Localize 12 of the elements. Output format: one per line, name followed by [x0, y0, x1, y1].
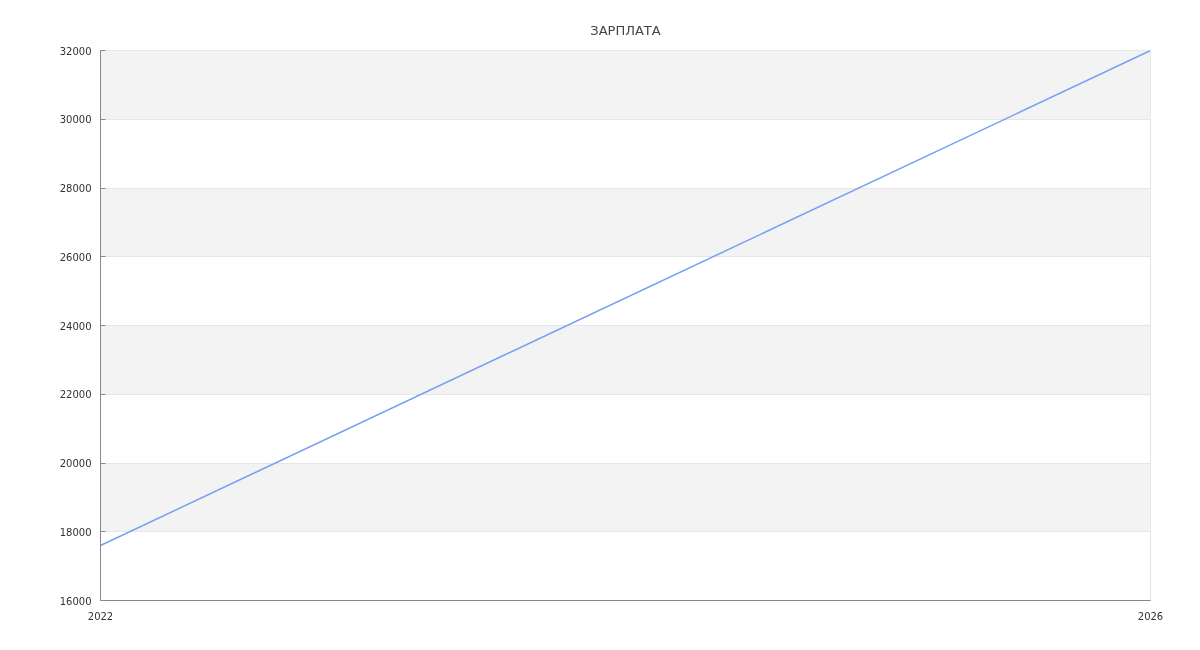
y-tick-label: 16000 [59, 595, 92, 607]
y-tick-label: 20000 [59, 458, 92, 469]
y-tick-label: 30000 [59, 114, 92, 126]
x-tick-label: 2026 [1137, 610, 1164, 622]
y-tick-label: 26000 [59, 251, 92, 263]
y-tick-label: 24000 [59, 320, 92, 332]
y-tick-label: 22000 [59, 389, 92, 401]
y-tick-label: 28000 [59, 183, 92, 194]
y-tick-label: 18000 [59, 526, 92, 538]
chart-title: ЗАРПЛАТА [590, 22, 661, 38]
y-tick-label: 32000 [59, 45, 92, 57]
x-tick-label: 2022 [87, 610, 114, 622]
